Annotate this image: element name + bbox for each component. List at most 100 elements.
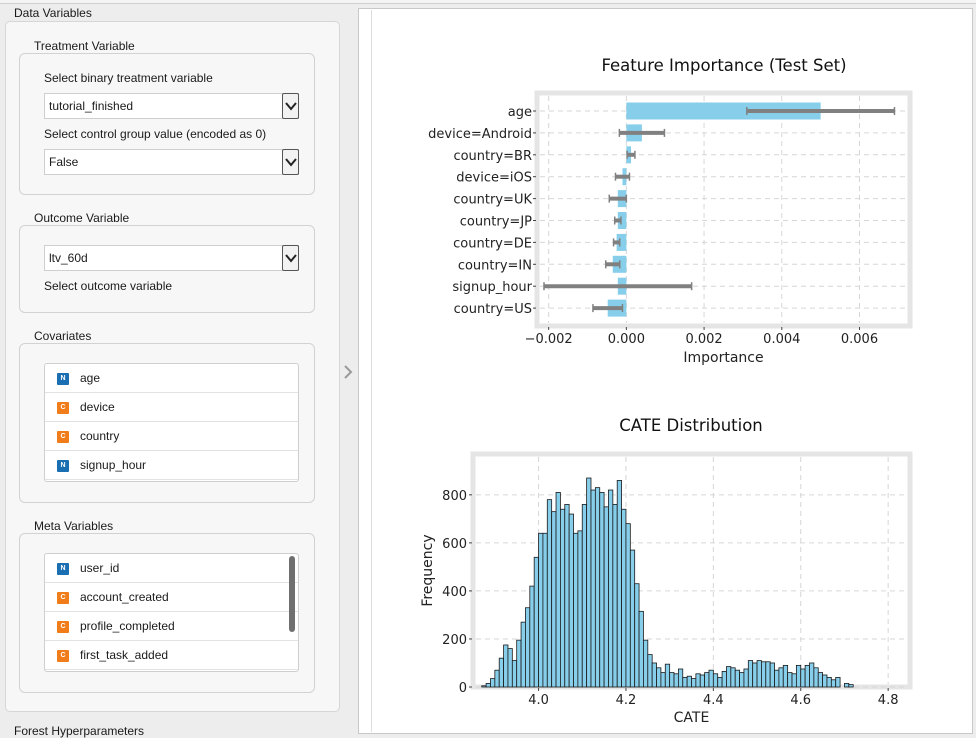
histogram-bar xyxy=(717,676,723,688)
histogram-bar xyxy=(726,666,732,688)
histogram-bar xyxy=(848,684,854,688)
histogram-bar xyxy=(822,674,828,688)
histogram-bar xyxy=(769,662,775,688)
histogram-bar xyxy=(608,489,614,688)
histogram-bar xyxy=(603,506,609,688)
list-item-label: profile_completed xyxy=(80,619,175,633)
numeric-variable-icon: N xyxy=(57,460,69,472)
covariates-group-title: Covariates xyxy=(34,329,92,343)
chart-title: Feature Importance (Test Set) xyxy=(601,56,846,75)
histogram-bar xyxy=(743,668,749,688)
categorical-variable-icon: C xyxy=(57,621,69,633)
histogram-bar xyxy=(664,663,671,688)
y-tick-label: device=iOS xyxy=(456,171,532,186)
histogram-bar xyxy=(634,583,640,688)
histogram-bar xyxy=(835,676,841,688)
histogram-bar xyxy=(529,585,535,688)
x-tick-label: 4.6 xyxy=(790,693,811,708)
histogram-bar xyxy=(673,673,679,688)
chevron-down-icon[interactable] xyxy=(282,245,299,271)
histogram-bar xyxy=(586,477,592,688)
histogram-bar xyxy=(795,664,802,688)
y-tick-label: 0 xyxy=(459,681,467,696)
histogram-bar xyxy=(520,621,526,688)
histogram-bar xyxy=(686,675,692,688)
histogram-bar xyxy=(804,664,810,688)
list-item-label: first_task_added xyxy=(80,648,169,662)
histogram-bar xyxy=(564,504,570,688)
bar xyxy=(626,102,821,120)
histogram-bar xyxy=(830,679,837,688)
categorical-variable-icon: C xyxy=(57,431,69,443)
top-border xyxy=(0,0,976,4)
y-tick-label: signup_hour xyxy=(452,280,532,295)
histogram-bar xyxy=(761,661,767,688)
histogram-bar xyxy=(625,523,631,688)
histogram-bar xyxy=(573,532,579,688)
histogram-bar xyxy=(774,669,780,688)
histogram-bar xyxy=(516,639,522,688)
histogram-bar xyxy=(542,532,548,688)
histogram-bar xyxy=(826,676,832,688)
x-tick-label: −0.002 xyxy=(525,332,573,347)
outcome-variable-value: ltv_60d xyxy=(49,251,88,265)
histogram-bar xyxy=(782,664,789,688)
x-tick-label: 0.000 xyxy=(608,332,645,347)
y-tick-label: country=UK xyxy=(453,193,532,208)
chevron-down-icon[interactable] xyxy=(282,149,299,175)
histogram-bar xyxy=(734,669,740,688)
x-tick-label: 4.4 xyxy=(703,693,724,708)
histogram-bar xyxy=(577,530,583,688)
histogram-bar xyxy=(656,667,662,688)
histogram-bar xyxy=(813,667,819,688)
histogram-bar xyxy=(612,504,618,688)
histogram-bar xyxy=(525,607,531,688)
outcome-select-label: Select outcome variable xyxy=(44,279,173,293)
histogram-bar xyxy=(498,657,504,688)
list-item-label: country xyxy=(80,429,120,443)
outcome-group-title: Outcome Variable xyxy=(34,211,130,225)
chevron-down-icon[interactable] xyxy=(282,93,299,119)
y-tick-label: country=BR xyxy=(453,149,532,164)
histogram-bar xyxy=(594,487,601,688)
treatment-variable-combo[interactable]: tutorial_finished xyxy=(44,93,299,119)
histogram-bar xyxy=(778,667,784,688)
histogram-bar xyxy=(485,682,491,688)
control-value-value: False xyxy=(49,155,79,169)
histogram-bar xyxy=(721,670,727,688)
histogram-bar xyxy=(629,549,636,688)
histogram-bar xyxy=(568,513,574,688)
panel-title: Data Variables xyxy=(14,6,92,20)
y-tick-label: country=JP xyxy=(460,215,532,230)
bar xyxy=(617,212,627,229)
histogram-bar xyxy=(817,672,823,688)
histogram-bar xyxy=(621,508,627,688)
control-value-combo[interactable]: False xyxy=(44,149,299,175)
y-axis-label: Frequency xyxy=(420,534,436,606)
x-tick-label: 0.004 xyxy=(763,332,800,347)
outcome-variable-combo[interactable]: ltv_60d xyxy=(44,245,299,271)
chevron-right-icon[interactable] xyxy=(342,363,354,384)
x-axis-label: Importance xyxy=(683,350,763,366)
histogram-bar xyxy=(695,673,701,688)
meta-group-title: Meta Variables xyxy=(34,519,114,533)
histogram-bar xyxy=(730,667,736,688)
histogram-bar xyxy=(494,669,500,688)
y-tick-label: device=Android xyxy=(428,127,532,142)
x-axis-label: CATE xyxy=(674,710,710,726)
histogram-bar xyxy=(551,511,557,688)
control-value-label: Select control group value (encoded as 0… xyxy=(44,127,267,141)
histogram-bar xyxy=(481,685,487,688)
meta-list-scrollbar[interactable] xyxy=(289,556,295,632)
